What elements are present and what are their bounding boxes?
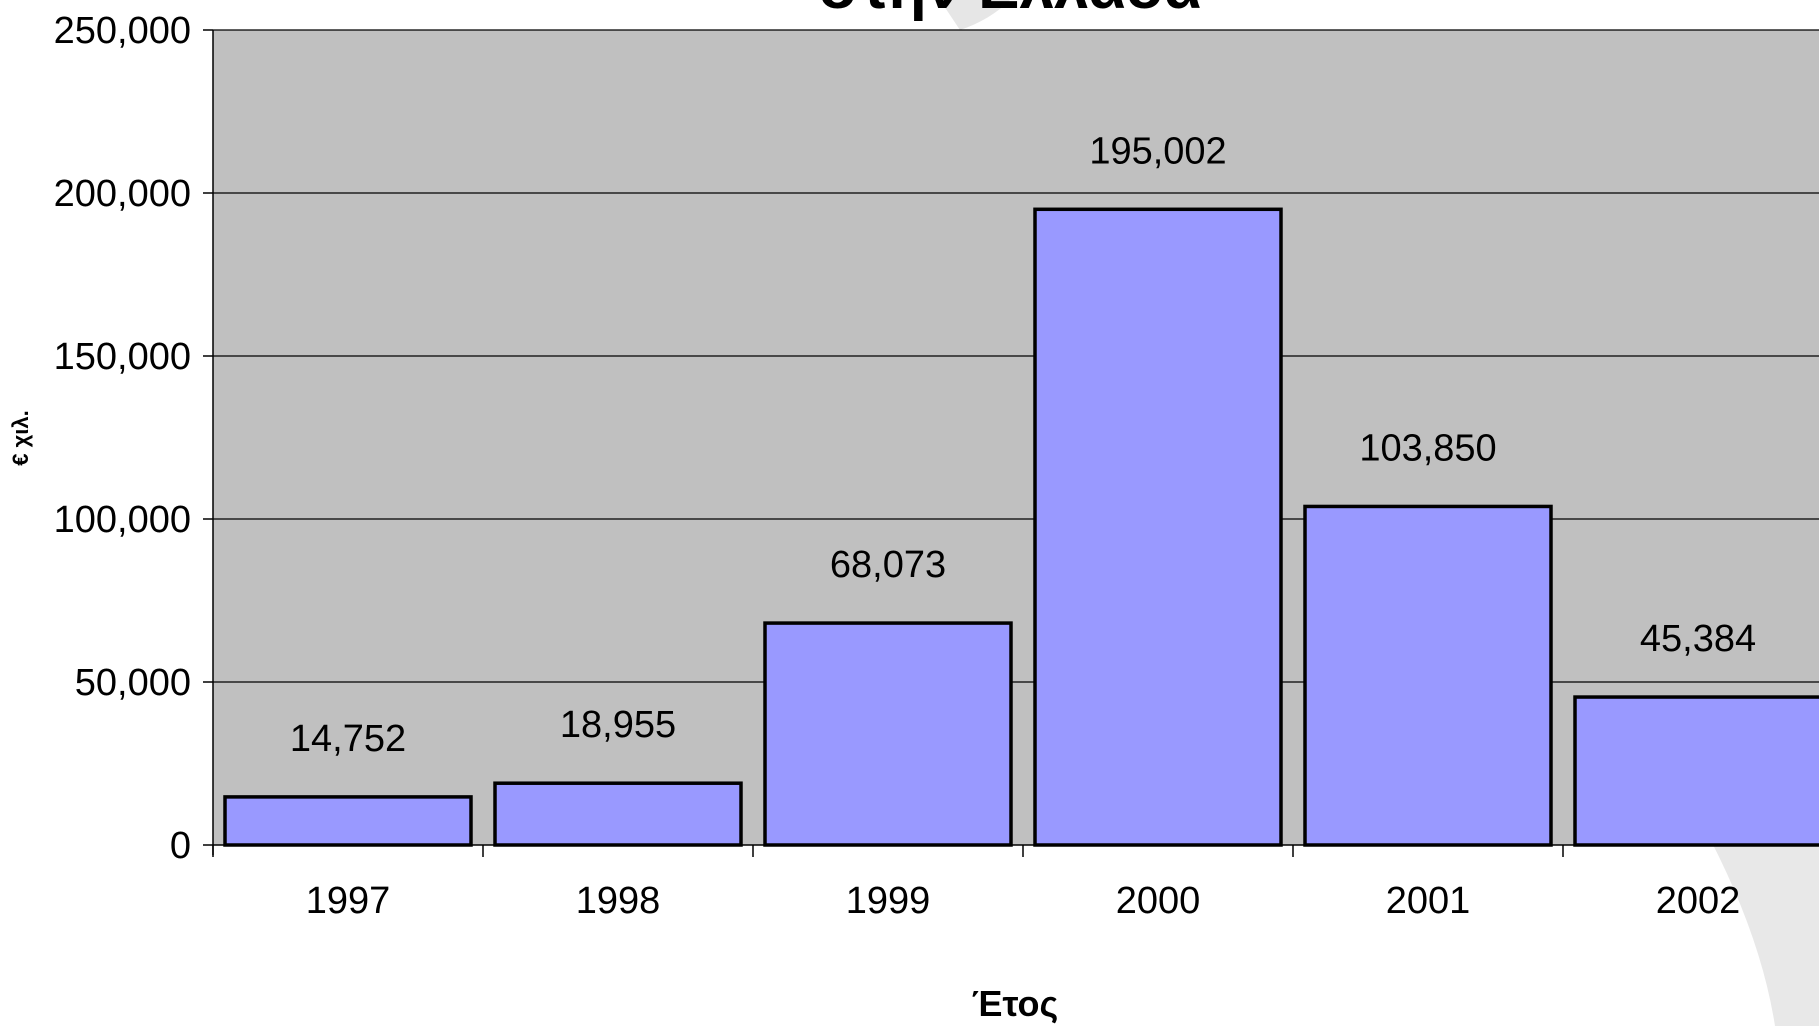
x-tick-label-1997: 1997 <box>306 880 391 922</box>
data-label-1997: 14,752 <box>290 718 406 760</box>
bar-2000 <box>1033 207 1283 847</box>
data-label-2002: 45,384 <box>1640 618 1756 660</box>
y-tick-label-5: 250,000 <box>54 10 191 52</box>
y-tick-label-2: 100,000 <box>54 499 191 541</box>
bar-2002 <box>1573 695 1819 847</box>
plot-area: 0 50,000 100,000 150,000 200,000 250,000 14,75… <box>54 10 1819 922</box>
data-label-1998: 18,955 <box>560 704 676 746</box>
bar-1998 <box>493 781 743 847</box>
x-tick-label-1998: 1998 <box>576 880 661 922</box>
bar-2001 <box>1303 504 1553 847</box>
x-tick-label-2001: 2001 <box>1386 880 1471 922</box>
y-tick-label-4: 200,000 <box>54 173 191 215</box>
x-tick-label-2002: 2002 <box>1656 880 1741 922</box>
x-axis-title: Έτος <box>972 983 1058 1024</box>
bar-1997 <box>223 795 473 847</box>
data-label-2000: 195,002 <box>1089 130 1226 172</box>
y-tick-label-3: 150,000 <box>54 336 191 378</box>
data-label-1999: 68,073 <box>830 544 946 586</box>
x-tick-label-1999: 1999 <box>846 880 931 922</box>
bar-1999 <box>763 621 1013 847</box>
chart-title: στην Ελλάδα <box>818 0 1201 22</box>
data-label-2001: 103,850 <box>1359 427 1496 469</box>
y-tick-label-0: 0 <box>170 825 191 867</box>
background-swoosh-top <box>940 0 1010 30</box>
x-tick-label-2000: 2000 <box>1116 880 1201 922</box>
y-axis-title: € χιλ. <box>8 410 33 465</box>
y-tick-label-1: 50,000 <box>75 662 191 704</box>
